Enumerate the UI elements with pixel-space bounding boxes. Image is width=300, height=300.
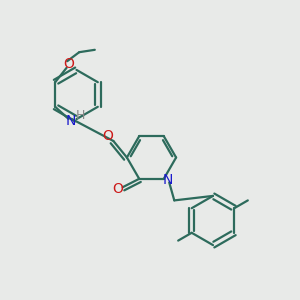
Text: O: O <box>102 129 113 142</box>
Text: O: O <box>63 57 74 71</box>
Text: N: N <box>162 173 172 187</box>
Text: O: O <box>112 182 123 196</box>
Text: H: H <box>76 109 85 122</box>
Text: N: N <box>66 114 76 128</box>
